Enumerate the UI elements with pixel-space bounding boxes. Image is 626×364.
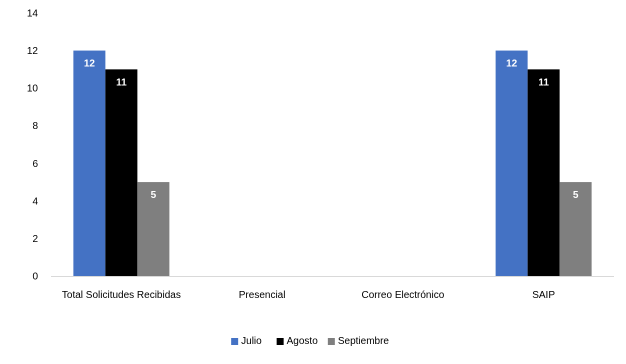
y-tick-label: 8 (32, 121, 38, 132)
bar-julio-total-solicitudes-recibidas (73, 50, 106, 277)
data-label-julio-total-solicitudes-recibidas: 12 (84, 59, 96, 70)
bar-julio-saip (495, 50, 528, 277)
data-label-agosto-saip: 11 (538, 77, 549, 88)
legend-item-agosto: Agosto (276, 336, 319, 347)
bar-agosto-saip (527, 69, 560, 276)
data-label-septiembre-saip: 5 (573, 190, 579, 201)
legend-label-agosto: Agosto (287, 336, 319, 347)
y-tick-label: 14 (27, 9, 39, 20)
category-label-presencial: Presencial (239, 290, 286, 301)
data-label-septiembre-total-solicitudes-recibidas: 5 (151, 190, 157, 201)
legend-swatch-agosto (276, 338, 284, 345)
legend: Julio Agosto Septiembre (231, 336, 389, 347)
y-tick-label: 6 (32, 159, 38, 170)
data-label-agosto-total-solicitudes-recibidas: 11 (116, 77, 127, 88)
bar-agosto-total-solicitudes-recibidas (105, 69, 138, 276)
y-tick-label: 12 (27, 46, 39, 57)
legend-label-septiembre: Septiembre (338, 336, 390, 347)
x-axis-categories: Total Solicitudes Recibidas Presencial Cor… (62, 290, 555, 301)
category-label-correo-electronico: Correo Electrónico (361, 290, 444, 301)
y-tick-label: 0 (32, 272, 38, 283)
data-labels: 12 11 5 12 11 5 (84, 59, 579, 202)
legend-item-julio: Julio (231, 336, 262, 347)
y-axis-ticks: 0 2 4 6 8 10 12 14 (27, 9, 39, 283)
legend-swatch-septiembre (327, 338, 335, 345)
category-label-total-solicitudes-recibidas: Total Solicitudes Recibidas (62, 290, 181, 301)
y-tick-label: 4 (32, 196, 38, 207)
bar-septiembre-saip (559, 182, 592, 276)
category-label-saip: SAIP (532, 290, 555, 301)
data-label-julio-saip: 12 (506, 59, 518, 70)
bar-septiembre-total-solicitudes-recibidas (137, 182, 170, 276)
bars (73, 50, 592, 277)
legend-label-julio: Julio (241, 336, 262, 347)
legend-item-septiembre: Septiembre (327, 336, 390, 347)
y-tick-label: 2 (32, 234, 38, 245)
legend-swatch-julio (231, 338, 239, 345)
y-tick-label: 10 (27, 84, 39, 95)
